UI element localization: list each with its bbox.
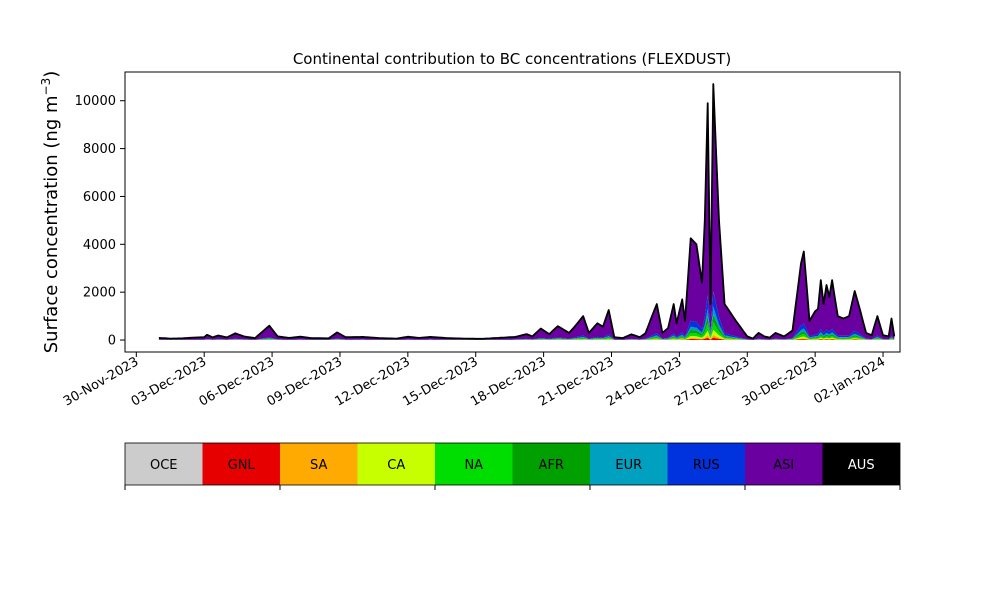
legend-label-asi: ASI	[773, 458, 794, 473]
legend-swatch-gnl	[202, 443, 280, 485]
legend-swatch-eur	[590, 443, 668, 485]
x-tick-label: 30-Nov-2023	[61, 354, 141, 409]
legend-label-na: NA	[464, 458, 483, 473]
total-outline-line	[158, 83, 896, 340]
area-asi	[158, 84, 895, 340]
legend-frame	[124, 442, 901, 486]
y-tick-label: 2000	[83, 286, 116, 301]
stacked-area-series	[158, 84, 895, 340]
legend-label-gnl: GNL	[228, 458, 256, 473]
x-tick-label: 03-Dec-2023	[129, 354, 209, 409]
y-axis-label: Surface concentration (ng m−3)	[39, 71, 62, 354]
region-legend-colorbar: OCE GNL SA CA NA AFR EUR RUS ASI AUS	[124, 442, 901, 490]
legend-swatch-sa	[280, 443, 358, 485]
x-tick-label: 12-Dec-2023	[332, 354, 412, 409]
legend-label-ca: CA	[387, 458, 405, 473]
legend-swatch-afr	[512, 443, 590, 485]
legend-swatch-rus	[667, 443, 745, 485]
x-tick-label: 09-Dec-2023	[265, 354, 345, 409]
y-tick-label: 10000	[75, 94, 116, 109]
y-tick-label: 4000	[83, 238, 116, 253]
x-axis: 30-Nov-202303-Dec-202306-Dec-202309-Dec-…	[61, 352, 888, 410]
legend-label-aus: AUS	[848, 458, 875, 473]
y-axis: 0 2000 4000 6000 8000 10000	[75, 94, 125, 349]
legend-label-eur: EUR	[615, 458, 642, 473]
legend-swatch-aus	[822, 443, 900, 485]
x-tick-label: 27-Dec-2023	[672, 354, 752, 409]
x-tick-label: 15-Dec-2023	[400, 354, 480, 409]
x-tick-label: 24-Dec-2023	[604, 354, 684, 409]
legend-swatch-na	[435, 443, 513, 485]
plot-frame	[124, 71, 901, 353]
legend-swatch-ca	[357, 443, 435, 485]
area-gnl	[158, 337, 895, 340]
y-tick-label: 8000	[83, 142, 116, 157]
x-tick-label: 18-Dec-2023	[468, 354, 548, 409]
legend-swatch-oce	[125, 443, 203, 485]
legend-label-sa: SA	[310, 458, 327, 473]
x-tick-label: 30-Dec-2023	[740, 354, 820, 409]
x-tick-label: 06-Dec-2023	[197, 354, 277, 409]
legend-label-afr: AFR	[539, 458, 564, 473]
y-tick-label: 0	[108, 334, 116, 349]
legend-label-oce: OCE	[150, 458, 178, 473]
legend-label-rus: RUS	[693, 458, 720, 473]
chart-title: Continental contribution to BC concentra…	[293, 50, 731, 68]
legend-swatch-asi	[745, 443, 823, 485]
x-tick-label: 21-Dec-2023	[536, 354, 616, 409]
x-tick-label: 02-Jan-2024	[811, 354, 888, 407]
y-tick-label: 6000	[83, 190, 116, 205]
